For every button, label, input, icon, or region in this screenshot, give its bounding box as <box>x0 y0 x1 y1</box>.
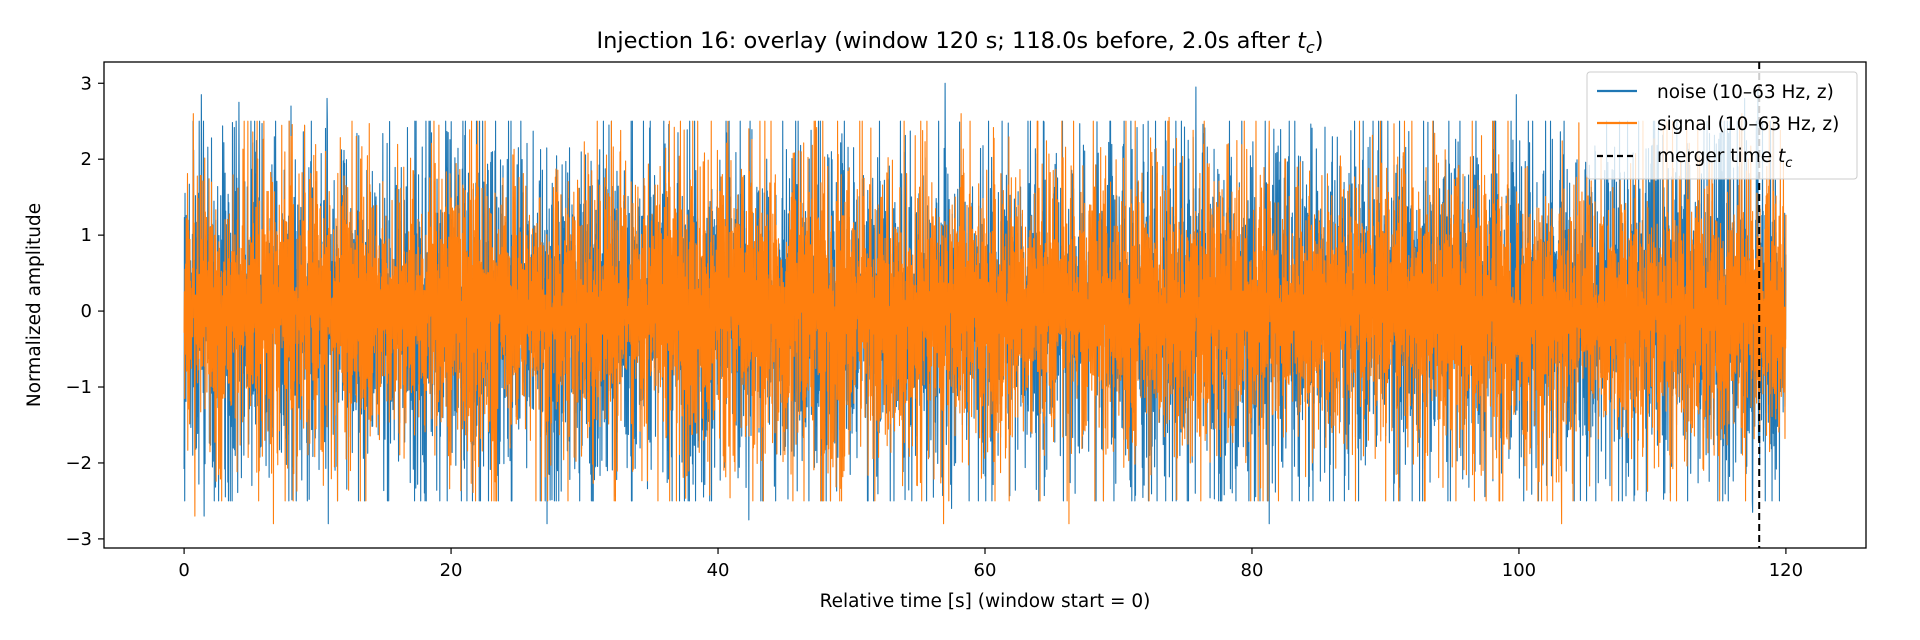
x-tick-label: 80 <box>1241 560 1264 581</box>
y-axis: −3 −2 −1 0 1 2 3 <box>65 73 104 550</box>
x-tick-label: 100 <box>1502 560 1536 581</box>
x-tick-label: 20 <box>440 560 463 581</box>
y-axis-label: Normalized amplitude <box>24 203 45 407</box>
x-tick-label: 120 <box>1769 560 1803 581</box>
y-tick-label: −3 <box>65 529 92 550</box>
y-tick-label: −1 <box>65 377 92 398</box>
legend-box <box>1586 71 1858 180</box>
x-tick-label: 0 <box>178 560 189 581</box>
series-line-signal <box>183 113 1787 525</box>
x-tick-label: 40 <box>707 560 730 581</box>
legend: noise (10–63 Hz, z) signal (10–63 Hz, z)… <box>1586 71 1858 180</box>
legend-label-noise: noise (10–63 Hz, z) <box>1657 82 1834 103</box>
y-tick-label: 2 <box>81 149 92 170</box>
y-tick-label: 3 <box>81 73 92 94</box>
series-layer <box>183 82 1787 525</box>
y-tick-label: 0 <box>81 301 92 322</box>
chart-title: Injection 16: overlay (window 120 s; 118… <box>597 28 1324 57</box>
x-axis: 0 20 40 60 80 100 120 <box>178 548 1803 581</box>
x-tick-label: 60 <box>974 560 997 581</box>
y-tick-label: 1 <box>81 225 92 246</box>
x-axis-label: Relative time [s] (window start = 0) <box>820 591 1151 612</box>
legend-label-merger: merger time tc <box>1657 146 1792 171</box>
legend-label-signal: signal (10–63 Hz, z) <box>1657 114 1839 135</box>
y-tick-label: −2 <box>65 453 92 474</box>
